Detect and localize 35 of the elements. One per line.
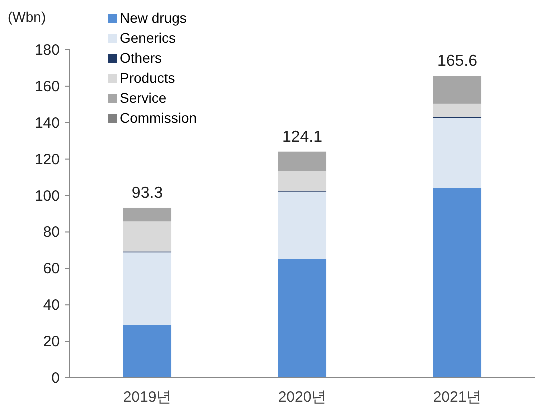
y-tick-label: 160 (34, 78, 60, 96)
y-tick-label: 180 (34, 42, 60, 59)
legend-label: Commission (120, 110, 198, 126)
total-label: 93.3 (132, 184, 164, 202)
bar (433, 76, 482, 104)
x-tick-label: 2019년 (123, 389, 172, 406)
bar (123, 222, 172, 252)
y-tick-label: 40 (43, 297, 60, 314)
legend-label: New drugs (120, 10, 187, 26)
y-tick-label: 20 (43, 334, 60, 351)
total-label: 165.6 (437, 53, 478, 70)
legend-label: Products (120, 70, 176, 86)
bar (433, 104, 482, 118)
bar (123, 324, 172, 378)
x-tick-label: 2020년 (278, 389, 327, 406)
legend-label: Generics (120, 30, 176, 46)
bar (433, 188, 482, 378)
bar (433, 118, 482, 188)
total-label: 124.1 (282, 128, 323, 146)
legend-label: Others (120, 50, 162, 66)
y-tick-label: 140 (34, 114, 60, 132)
bar (278, 192, 327, 260)
y-tick-label: 120 (34, 151, 60, 168)
y-axis-title: (Wbn) (8, 9, 46, 25)
y-tick-label: 0 (52, 370, 60, 387)
bar (123, 252, 172, 325)
bar (123, 208, 172, 222)
bar (278, 259, 327, 378)
bar (278, 152, 327, 171)
x-tick-label: 2021년 (433, 389, 482, 406)
y-tick-label: 100 (34, 188, 60, 205)
y-tick-label: 60 (43, 260, 60, 278)
bar (278, 170, 327, 192)
y-tick-label: 80 (43, 224, 60, 242)
legend-label: Service (120, 90, 167, 106)
